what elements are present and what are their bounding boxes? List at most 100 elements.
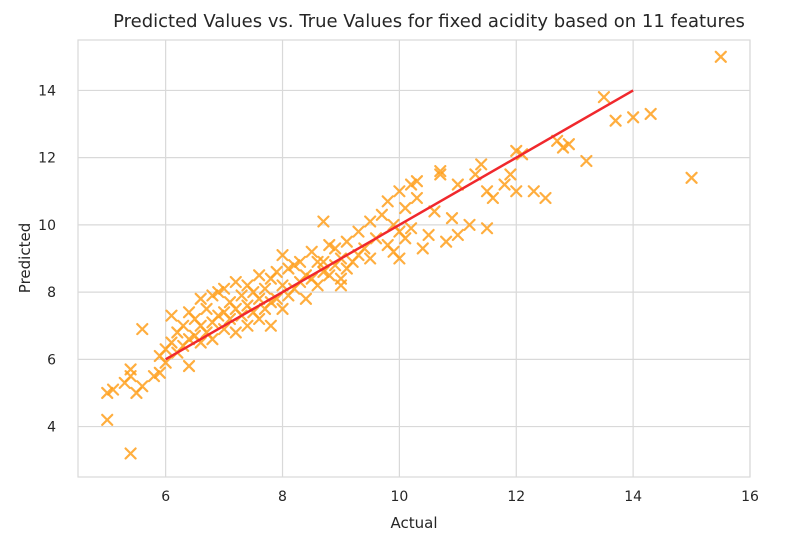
data-point <box>235 289 248 302</box>
x-tick-label: 10 <box>390 489 408 505</box>
data-point <box>293 255 307 268</box>
data-point <box>399 232 412 245</box>
data-point <box>364 252 377 265</box>
data-point <box>644 107 657 121</box>
data-point <box>217 282 231 295</box>
data-point <box>381 195 394 208</box>
data-point <box>685 171 698 184</box>
data-point <box>556 141 570 154</box>
data-point <box>253 312 266 326</box>
data-point <box>393 252 406 265</box>
data-point <box>527 185 540 198</box>
data-point <box>428 205 441 218</box>
plot-area <box>77 39 751 478</box>
data-point <box>106 383 120 396</box>
identity-line <box>165 89 634 361</box>
data-point <box>334 279 348 292</box>
data-point <box>229 326 242 339</box>
reference-line <box>165 89 634 361</box>
scatter-points <box>101 50 727 460</box>
data-point <box>393 185 406 198</box>
data-point <box>182 333 196 346</box>
data-point <box>451 228 464 242</box>
y-tick-label: 12 <box>38 151 56 167</box>
data-point <box>217 322 231 336</box>
data-point <box>475 158 488 171</box>
data-point <box>317 215 330 228</box>
data-point <box>288 259 301 272</box>
data-point <box>410 191 424 205</box>
data-point <box>627 111 640 124</box>
data-point <box>323 238 336 252</box>
x-tick-label: 14 <box>624 489 642 505</box>
data-point <box>136 322 149 336</box>
data-point <box>270 292 283 305</box>
data-point <box>323 269 336 282</box>
data-point <box>206 333 219 346</box>
data-point <box>136 380 149 393</box>
data-point <box>299 269 312 282</box>
data-point <box>270 265 283 279</box>
data-point <box>317 255 330 268</box>
data-point <box>410 175 424 188</box>
data-point <box>580 154 593 168</box>
y-gridlines <box>78 89 750 428</box>
data-point <box>486 191 499 205</box>
data-point <box>480 222 494 235</box>
data-point <box>329 242 342 255</box>
data-point <box>504 168 517 181</box>
data-point <box>153 366 166 379</box>
data-point <box>469 168 482 181</box>
data-point <box>352 225 365 238</box>
data-point <box>194 336 207 349</box>
data-point <box>223 312 237 326</box>
data-point <box>340 235 353 248</box>
data-point <box>422 228 435 242</box>
x-tick-label: 12 <box>507 489 525 505</box>
data-point <box>101 386 114 400</box>
data-point <box>358 242 371 255</box>
data-point <box>714 50 727 63</box>
data-point <box>597 91 611 104</box>
data-point <box>416 242 429 255</box>
data-point <box>434 168 447 181</box>
data-point <box>299 292 312 305</box>
y-tick-label: 4 <box>47 420 56 436</box>
x-tick-label: 16 <box>741 489 759 505</box>
data-point <box>498 178 511 191</box>
data-point <box>264 319 277 332</box>
data-point <box>276 279 289 292</box>
data-point <box>510 144 523 158</box>
data-point <box>445 212 459 225</box>
x-axis-label: Actual <box>391 514 438 532</box>
x-gridlines <box>165 40 751 477</box>
data-point <box>165 336 178 349</box>
y-tick-label: 14 <box>38 83 56 99</box>
data-point <box>364 215 377 228</box>
data-point <box>510 185 523 198</box>
data-point <box>276 302 289 316</box>
y-tick-label: 8 <box>47 285 56 301</box>
x-tick-labels: 6 8 10 12 14 16 <box>161 489 759 505</box>
data-point <box>229 275 242 289</box>
data-point <box>253 269 266 282</box>
y-tick-labels: 4 6 8 10 12 14 <box>38 83 56 435</box>
data-point <box>404 222 418 235</box>
data-point <box>101 413 114 426</box>
data-point <box>451 178 464 191</box>
data-point <box>159 356 172 369</box>
data-point <box>375 208 388 221</box>
data-point <box>253 292 266 305</box>
data-point <box>311 279 324 292</box>
data-point <box>124 447 137 460</box>
data-point <box>165 309 178 322</box>
x-tick-label: 6 <box>161 489 170 505</box>
data-point <box>264 296 277 309</box>
data-point <box>434 165 447 178</box>
chart-title: Predicted Values vs. True Values for fix… <box>113 11 745 32</box>
data-point <box>124 370 137 383</box>
data-point <box>182 359 196 373</box>
data-point <box>539 191 552 205</box>
data-point <box>562 138 575 151</box>
